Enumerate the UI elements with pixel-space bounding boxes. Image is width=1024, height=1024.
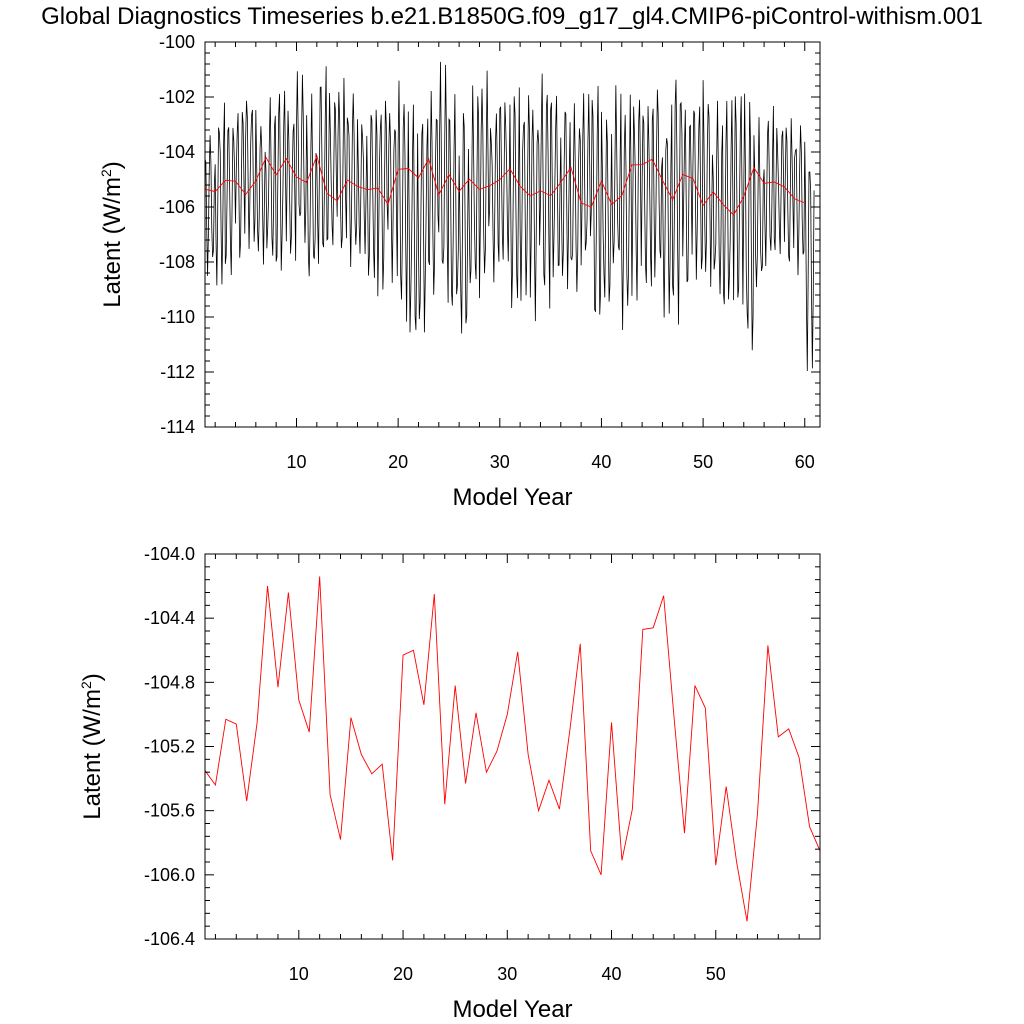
y-tick-label: -104: [159, 142, 195, 162]
plot-lines: [205, 576, 820, 922]
x-tick-label: 40: [591, 452, 611, 472]
annual-mean-line: [205, 154, 805, 216]
y-axis-title-close: ): [99, 161, 126, 169]
bottom-panel: 10 20 30 40 50 -106.4 -106.0 -105.6 -105.2 -104.8…: [78, 544, 821, 1023]
top-panel: 10 20 30 40 50 60 -114 -112 -110 -108 -106 -104 -102…: [98, 32, 821, 511]
x-tick-label: 40: [602, 964, 622, 984]
x-tick-label: 60: [795, 452, 815, 472]
plot-frame: [204, 41, 821, 428]
y-tick-label: -106.4: [144, 929, 195, 949]
monthly-series-line: [205, 61, 815, 371]
x-tick-label: 10: [289, 964, 309, 984]
plot-lines: [205, 61, 815, 371]
x-tick-label: 30: [490, 452, 510, 472]
y-tick-label: -112: [160, 362, 195, 382]
y-axis-title-superscript: 2: [98, 169, 114, 177]
y-tick-label: -104.4: [144, 608, 195, 628]
x-tick-label: 20: [388, 452, 408, 472]
y-tick-label: -110: [160, 307, 195, 327]
y-axis-title: Latent (W/m2): [78, 673, 106, 820]
y-tick-label: -104.8: [144, 672, 195, 692]
y-axis-title-main: Latent (W/m: [99, 177, 126, 308]
y-axis-title-close: ): [79, 673, 106, 681]
y-tick-label: -106.0: [144, 865, 195, 885]
y-tick-label: -106: [159, 197, 195, 217]
y-tick-label: -114: [160, 417, 195, 437]
y-axis-title-superscript: 2: [78, 681, 94, 689]
x-tick-label: 50: [706, 964, 726, 984]
y-tick-label: -102: [159, 87, 195, 107]
x-axis-title: Model Year: [452, 996, 572, 1023]
x-axis-title: Model Year: [452, 484, 572, 511]
x-tick-label: 50: [693, 452, 713, 472]
x-tick-label: 10: [286, 452, 306, 472]
x-tick-label: 30: [497, 964, 517, 984]
y-tick-label: -105.2: [144, 737, 195, 757]
x-tick-label: 20: [393, 964, 413, 984]
plot-frame: [204, 553, 821, 940]
y-tick-label: -105.6: [144, 801, 195, 821]
y-axis-title: Latent (W/m2): [98, 161, 126, 308]
page-title: Global Diagnostics Timeseries b.e21.B185…: [41, 3, 983, 30]
y-tick-label: -100: [159, 32, 195, 52]
y-axis-title-main: Latent (W/m: [79, 689, 106, 820]
y-tick-label: -108: [159, 252, 195, 272]
y-tick-label: -104.0: [144, 544, 195, 564]
annual-mean-line: [205, 576, 820, 922]
